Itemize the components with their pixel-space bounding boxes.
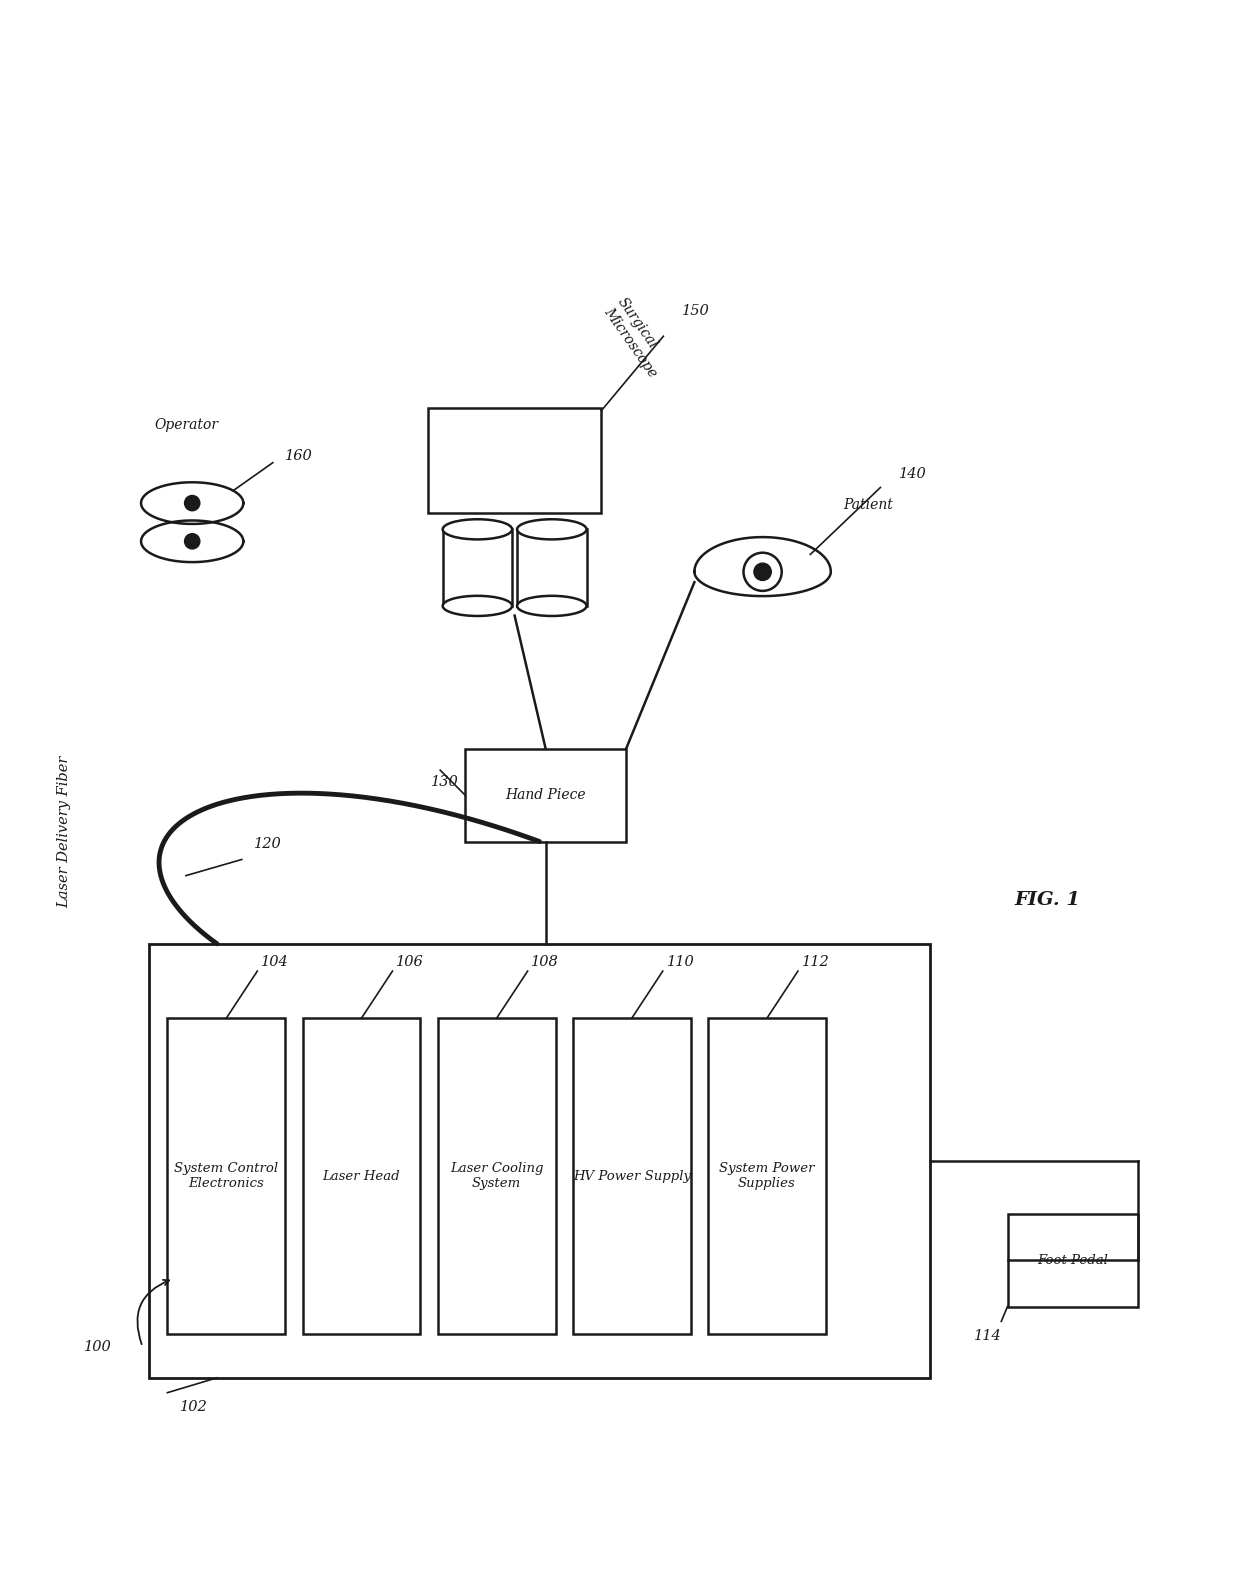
Bar — [438, 1018, 556, 1334]
Text: Laser Delivery Fiber: Laser Delivery Fiber — [57, 755, 72, 908]
Circle shape — [744, 553, 781, 591]
Text: 150: 150 — [682, 304, 709, 318]
Bar — [517, 529, 587, 606]
Text: System Power
Supplies: System Power Supplies — [719, 1162, 815, 1191]
Polygon shape — [694, 537, 831, 596]
Bar — [573, 1018, 691, 1334]
Text: Foot Pedal: Foot Pedal — [1037, 1253, 1109, 1267]
Text: Surgical
Microscope: Surgical Microscope — [601, 296, 673, 380]
Bar — [465, 749, 626, 841]
Text: 160: 160 — [285, 448, 312, 463]
Text: Laser Cooling
System: Laser Cooling System — [450, 1162, 543, 1191]
Bar — [708, 1018, 826, 1334]
Text: 104: 104 — [260, 954, 289, 968]
Text: Operator: Operator — [154, 418, 218, 431]
Text: Hand Piece: Hand Piece — [505, 789, 587, 801]
Ellipse shape — [443, 520, 512, 539]
Text: HV Power Supply: HV Power Supply — [573, 1170, 691, 1183]
Text: 100: 100 — [84, 1340, 112, 1353]
Bar — [149, 944, 930, 1379]
Ellipse shape — [443, 596, 512, 615]
Text: 102: 102 — [180, 1401, 207, 1414]
Text: FIG. 1: FIG. 1 — [1014, 892, 1081, 909]
Bar — [428, 407, 601, 514]
Bar — [443, 529, 512, 606]
Ellipse shape — [517, 520, 587, 539]
Text: 130: 130 — [432, 774, 459, 789]
Text: 110: 110 — [667, 954, 694, 968]
Bar — [1007, 1213, 1138, 1307]
Text: 106: 106 — [397, 954, 424, 968]
Text: Laser Head: Laser Head — [322, 1170, 401, 1183]
Text: 108: 108 — [532, 954, 559, 968]
Text: 112: 112 — [801, 954, 830, 968]
Text: 140: 140 — [899, 467, 926, 482]
Ellipse shape — [517, 596, 587, 615]
Circle shape — [754, 563, 771, 580]
Text: 114: 114 — [973, 1329, 1002, 1344]
Circle shape — [185, 496, 200, 510]
Bar — [167, 1018, 285, 1334]
Bar — [303, 1018, 420, 1334]
Text: 120: 120 — [254, 836, 281, 851]
Text: System Control
Electronics: System Control Electronics — [175, 1162, 278, 1191]
Circle shape — [185, 534, 200, 549]
Text: Patient: Patient — [843, 498, 893, 512]
